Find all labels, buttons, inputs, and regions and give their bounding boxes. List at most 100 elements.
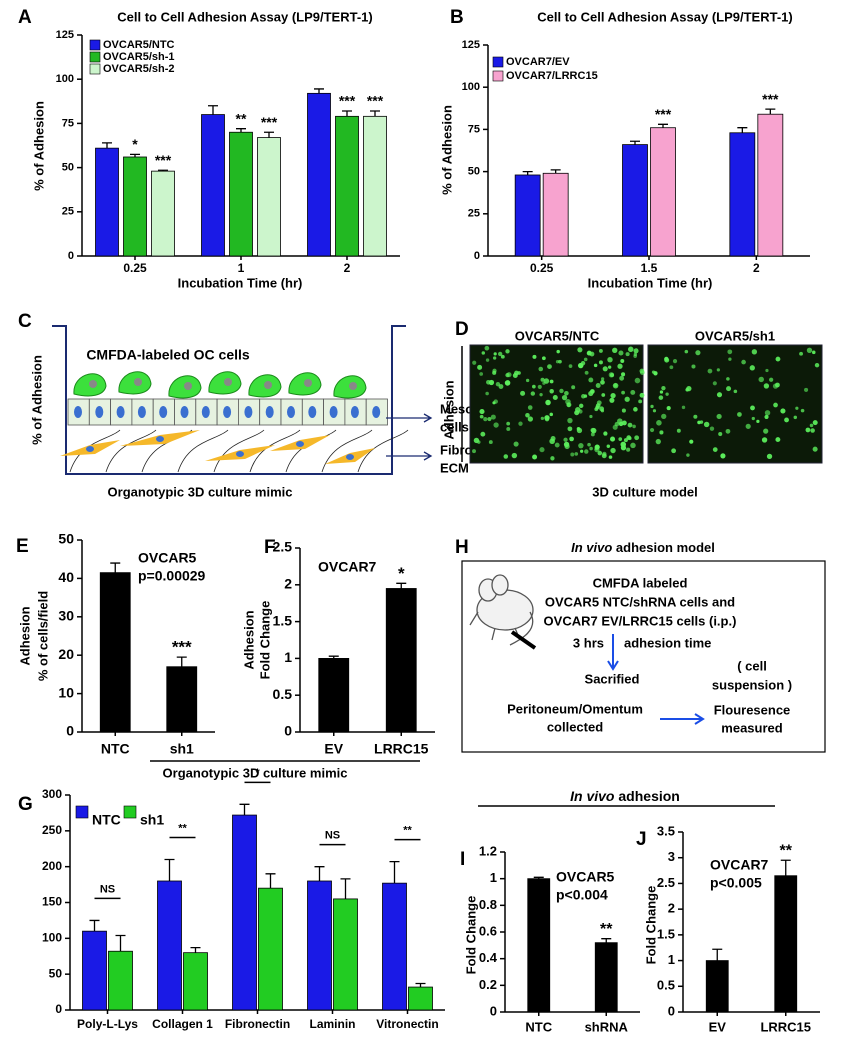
cell-dot [612,424,618,430]
shared-caption: Organotypic 3D culture mimic [163,765,348,780]
cell-dot [549,388,554,394]
cell-dot [598,360,603,365]
cell-dot [511,452,518,459]
y-label: % of Adhesion [29,355,44,445]
cell-dot [686,385,692,392]
cell-dot [588,377,594,383]
cell-dot [506,421,511,426]
collected: collected [547,719,603,734]
x-tick-label: 0.25 [123,261,147,275]
y-label: Adhesion [441,380,456,439]
cell-dot [652,409,657,413]
y-tick-label: 125 [462,39,480,51]
cell-dot [609,397,615,403]
cell-dot [540,377,545,382]
error-bar [780,859,791,876]
nucleus [180,406,189,418]
cell-dot [741,359,746,365]
cell-dot [764,414,769,420]
y-tick-label: 300 [42,787,62,801]
cells-label: CMFDA-labeled OC cells [86,347,250,363]
error-bar [158,169,168,172]
cell-dot [656,420,662,426]
ecm-fiber [285,429,337,473]
cell-dot [503,454,509,459]
cell-dot [549,438,555,445]
cell-dot [577,347,583,353]
cell-dot [587,442,591,447]
cell-dot [565,399,571,405]
cell-dot [709,426,715,431]
cell-dot [621,420,627,426]
y-tick-label: 75 [468,123,480,135]
bar [257,137,281,257]
annotation: OVCAR5 [138,550,197,566]
error-bar [208,105,218,115]
x-tick-label: 1 [238,261,245,275]
cell-dot [484,345,490,351]
cell-dot [597,450,603,456]
x-tick-label: NTC [101,741,130,757]
nucleus [159,406,168,418]
nucleus [329,406,338,418]
cell-dot [498,384,504,389]
mouse [469,574,537,650]
cell-dot [639,368,645,374]
bar [123,156,147,257]
error-bar [102,142,112,149]
cell-dot [555,359,560,364]
cell-dot [658,395,664,400]
well [52,325,406,475]
cell-dot [549,379,554,384]
title-italic: In vivo [570,788,615,804]
cell-dot [590,432,595,437]
cell-dot [559,388,564,394]
collected: Peritoneum/Omentum [507,701,643,716]
error-bar [658,123,668,128]
cell-dot [780,408,786,414]
cell-dot [487,416,492,422]
cell-dot [532,454,538,460]
nucleus [137,406,146,418]
y-axis-label: Adhesion [17,606,32,665]
cell-dot [649,427,655,433]
chart-title: Cell to Cell Adhesion Assay (LP9/TERT-1) [117,9,372,24]
error-bar [89,919,100,932]
cell-dot [763,383,770,389]
significance: *** [339,93,356,109]
time: 3 hrs [573,635,604,650]
cell-dot [506,427,511,431]
x-tick-label: NTC [525,1019,552,1034]
cell-dot [761,437,768,443]
nucleus [308,406,317,418]
cell-dot [595,403,601,408]
cell-dot [483,417,488,422]
arrow [660,713,705,725]
error-bar [236,128,246,133]
ecm-fiber [249,429,301,473]
cell-dot [669,365,674,370]
nucleus [74,406,82,418]
cell-dot [563,441,570,448]
cell-dot [795,406,799,410]
cell-dot [563,437,568,442]
bar [95,147,119,257]
cell-dot [633,354,637,358]
panel-label: G [18,794,33,815]
error-bar [115,934,126,952]
cell-dot [576,427,581,431]
cell-dot [567,426,573,432]
legend-label: OVCAR7/EV [506,56,570,68]
bar [183,952,208,1011]
x-tick-label: Collagen 1 [152,1017,213,1031]
cell-dot [554,442,560,448]
nucleus [86,446,94,452]
cell-dot [610,447,616,454]
title-rest: adhesion [618,788,679,804]
nucleus [349,382,357,390]
x-axis-label: Incubation Time (hr) [178,275,303,290]
cell-dot [564,390,569,396]
nucleus [95,406,104,418]
cell-dot [530,391,536,396]
cell-dot [733,389,738,394]
